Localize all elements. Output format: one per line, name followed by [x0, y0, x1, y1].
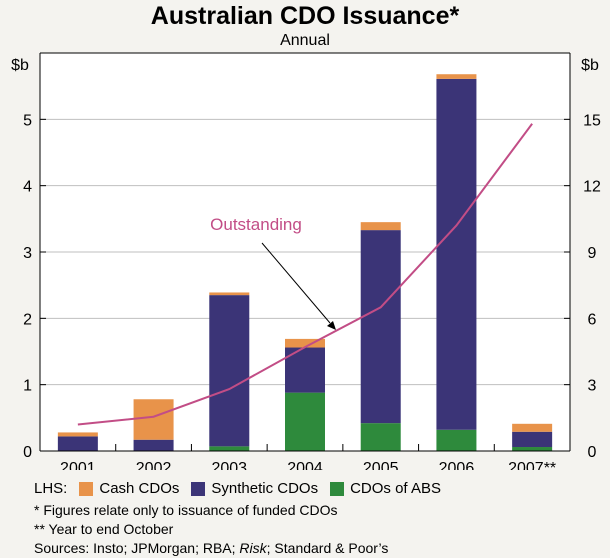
bar-cash-cdos-2007: [512, 423, 553, 432]
left-tick-label: 4: [23, 179, 32, 196]
bar-cdos-of-abs-2007: [512, 447, 553, 451]
bar-cash-cdos-2003: [209, 292, 250, 296]
legend-swatch-cash: [79, 481, 94, 496]
legend-label-synthetic: Synthetic CDOs: [211, 480, 319, 497]
x-tick-label: 2003: [211, 460, 247, 470]
sources-prefix: Sources: Insto; JPMorgan; RBA;: [34, 540, 240, 556]
chart-title: Australian CDO Issuance*: [150, 2, 460, 30]
outstanding-series-line: [77, 123, 533, 426]
chart-subtitle: Annual: [280, 32, 330, 49]
x-tick-label: 2002: [136, 460, 172, 470]
bar-stacks: [57, 74, 553, 451]
left-axis-unit: $b: [11, 57, 29, 74]
sources-suffix: ; Standard & Poor’s: [266, 540, 389, 556]
bar-synthetic-cdos-2002: [133, 439, 174, 451]
left-tick-label: 0: [23, 444, 32, 461]
bar-synthetic-cdos-2007: [512, 431, 553, 448]
bar-synthetic-cdos-2005: [360, 230, 401, 424]
bar-cash-cdos-2001: [57, 432, 98, 437]
x-tick-label: 2006: [439, 460, 475, 470]
annotation-arrowhead: [327, 321, 336, 330]
right-tick-label: 12: [583, 179, 601, 196]
left-tick-label: 5: [23, 112, 32, 129]
bar-cdos-of-abs-2005: [360, 423, 401, 451]
x-tick-label: 2004: [287, 460, 323, 470]
right-axis-unit: $b: [581, 57, 599, 74]
bar-cdos-of-abs-2004: [285, 392, 325, 451]
bar-cash-cdos-2006: [436, 74, 477, 79]
right-tick-label: 3: [588, 378, 597, 395]
bar-cash-cdos-2002: [133, 399, 174, 440]
outstanding-line: [77, 123, 533, 426]
footnote-funded: * Figures relate only to issuance of fun…: [34, 502, 338, 518]
left-tick-label: 3: [23, 245, 32, 262]
sources-italic: Risk: [239, 540, 267, 556]
annotation-arrow: [261, 242, 331, 324]
x-tick-label: 2007**: [508, 460, 556, 470]
legend-label-cash: Cash CDOs: [99, 480, 180, 497]
right-tick-label: 9: [588, 245, 597, 262]
bar-cdos-of-abs-2006: [436, 429, 477, 451]
bar-cash-cdos-2004: [285, 338, 325, 348]
legend-swatch-abs: [330, 481, 345, 496]
legend: LHS: Cash CDOs Synthetic CDOs CDOs of AB…: [34, 480, 441, 497]
right-tick-label: 0: [588, 444, 597, 461]
right-tick-label: 15: [583, 112, 601, 129]
bar-synthetic-cdos-2001: [57, 436, 98, 451]
bar-cdos-of-abs-2003: [209, 446, 250, 451]
line-annotation: Outstanding: [210, 215, 302, 234]
right-tick-label: 6: [588, 311, 597, 328]
left-tick-label: 1: [23, 378, 32, 395]
legend-label-abs: CDOs of ABS: [350, 480, 441, 497]
sources: Sources: Insto; JPMorgan; RBA; Risk; Sta…: [34, 540, 388, 556]
legend-swatch-synthetic: [191, 481, 206, 496]
x-tick-label: 2001: [60, 460, 96, 470]
bar-cash-cdos-2005: [360, 222, 401, 231]
footnote-year-end: ** Year to end October: [34, 521, 174, 537]
x-tick-label: 2005: [363, 460, 399, 470]
bar-synthetic-cdos-2006: [436, 78, 477, 430]
left-tick-label: 2: [23, 311, 32, 328]
bar-synthetic-cdos-2003: [209, 295, 250, 447]
legend-prefix: LHS:: [34, 480, 68, 497]
